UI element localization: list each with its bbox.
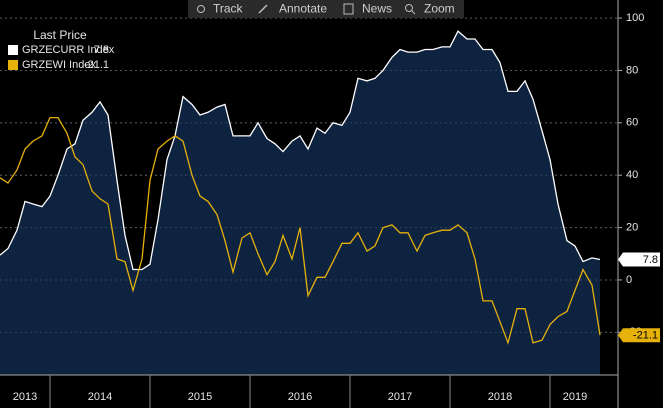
y-tick-label: 60: [626, 117, 638, 129]
x-period-label: 2018: [488, 391, 512, 403]
last-value-tag: -21.1: [618, 328, 660, 343]
toolbar: Track Annotate News Zoom: [188, 0, 464, 18]
track-button[interactable]: Track: [197, 2, 244, 16]
last-value-label: 7.8: [643, 254, 658, 266]
plot-area: [0, 17, 618, 375]
toolbar-label[interactable]: Track: [213, 2, 244, 16]
annotate-icon: [258, 4, 268, 14]
x-period-label: 2017: [388, 391, 412, 403]
toolbar-label[interactable]: Annotate: [279, 2, 327, 16]
legend-value: 7.8: [94, 44, 109, 56]
zoom-button[interactable]: Zoom: [405, 2, 455, 16]
legend-swatch: [8, 60, 18, 70]
toolbar-label[interactable]: Zoom: [424, 2, 455, 16]
toolbar-label[interactable]: News: [362, 2, 392, 16]
last-value-box: [618, 252, 660, 267]
x-period-label: 2016: [288, 391, 312, 403]
zoom-icon: [405, 4, 413, 12]
legend-label: GRZEWI Index: [22, 59, 96, 71]
y-tick-label: 40: [626, 169, 638, 181]
legend-swatch: [8, 45, 18, 55]
x-period-label: 2015: [188, 391, 212, 403]
news-button[interactable]: News: [343, 2, 392, 16]
x-period-label: 2019: [563, 391, 587, 403]
toolbar-bg: [188, 0, 464, 18]
series-line: [0, 30, 601, 271]
last-value-tag: 7.8: [618, 252, 660, 267]
x-period-label: 2013: [13, 391, 37, 403]
news-icon: [343, 3, 354, 15]
zoom-icon-handle: [411, 10, 416, 15]
series-line: [0, 116, 601, 345]
y-tick-label: 0: [626, 274, 632, 286]
last-value-box: [618, 328, 660, 343]
track-icon: [197, 5, 205, 13]
legend-title: Last Price: [33, 28, 87, 42]
annotate-button[interactable]: Annotate: [258, 2, 327, 16]
y-tick-label: 80: [626, 64, 638, 76]
y-tick-label: 100: [626, 12, 644, 24]
area: [0, 31, 600, 375]
last-value-label: -21.1: [633, 330, 658, 342]
legend-label: GRZECURR Index: [22, 44, 115, 56]
x-period-label: 2014: [88, 391, 112, 403]
legend-value: -21.1: [84, 59, 109, 71]
y-tick-label: 20: [626, 221, 638, 233]
